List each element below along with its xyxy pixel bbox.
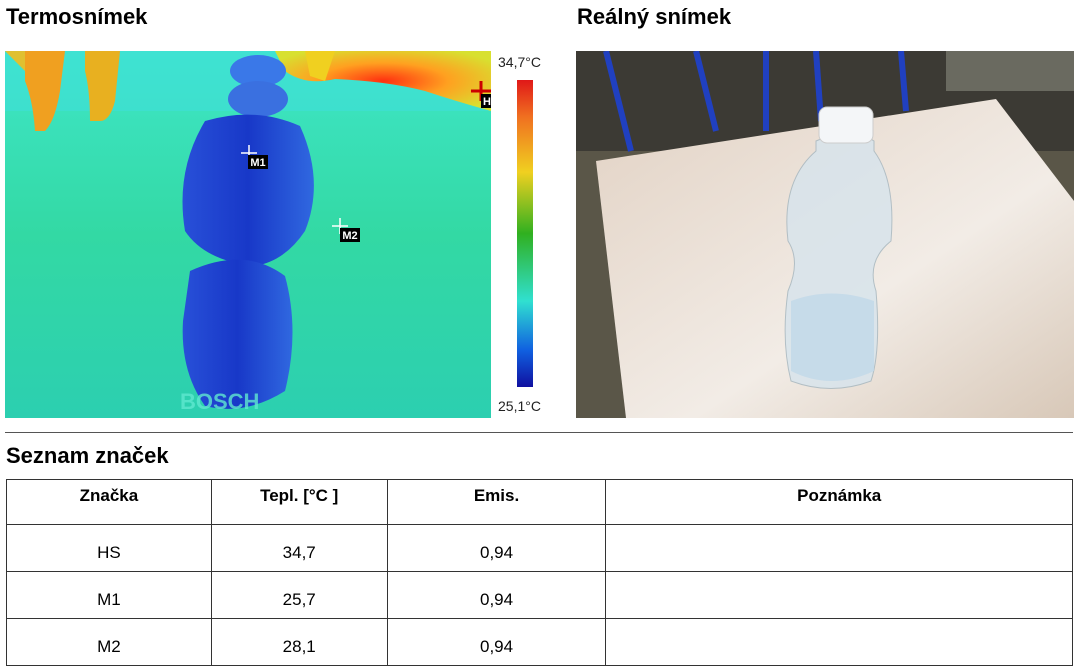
thermal-image: BOSCH M1 M2 H bbox=[5, 51, 491, 418]
column-header: Tepl. [°C ] bbox=[210, 479, 388, 525]
photo-title: Reálný snímek bbox=[577, 4, 732, 29]
table-title: Seznam značek bbox=[6, 443, 169, 468]
table-cell: 0,94 bbox=[386, 618, 607, 666]
marker-table: Značka Tepl. [°C ] Emis. Poznámka HS 34,7 0,9… bbox=[6, 479, 1073, 666]
watermark: BOSCH bbox=[180, 389, 259, 414]
table-header: Značka Tepl. [°C ] Emis. Poznámka bbox=[6, 479, 1073, 525]
photo-image bbox=[576, 51, 1074, 418]
scale-min: 25,1°C bbox=[498, 398, 541, 414]
marker-label: M1 bbox=[250, 157, 265, 169]
table-cell: 28,1 bbox=[210, 618, 388, 666]
table-row: M2 28,1 0,94 bbox=[6, 618, 1073, 666]
column-header: Značka bbox=[6, 479, 212, 525]
divider bbox=[5, 432, 1073, 433]
scale-max: 34,7°C bbox=[498, 54, 541, 70]
table-cell: 0,94 bbox=[386, 524, 607, 572]
table-cell: 0,94 bbox=[386, 571, 607, 619]
marker-label: H bbox=[483, 96, 491, 108]
table-cell: M1 bbox=[6, 571, 212, 619]
table-cell: 34,7 bbox=[210, 524, 388, 572]
thermal-title: Termosnímek bbox=[6, 4, 148, 29]
table-cell: M2 bbox=[6, 618, 212, 666]
table-cell bbox=[605, 524, 1073, 572]
table-cell: 25,7 bbox=[210, 571, 388, 619]
color-scale bbox=[517, 80, 533, 387]
table-cell bbox=[605, 571, 1073, 619]
column-header: Poznámka bbox=[605, 479, 1073, 525]
table-cell: HS bbox=[6, 524, 212, 572]
table-cell bbox=[605, 618, 1073, 666]
table-row: HS 34,7 0,94 bbox=[6, 524, 1073, 572]
table-row: M1 25,7 0,94 bbox=[6, 571, 1073, 619]
marker-label: M2 bbox=[342, 230, 357, 242]
column-header: Emis. bbox=[386, 479, 607, 525]
